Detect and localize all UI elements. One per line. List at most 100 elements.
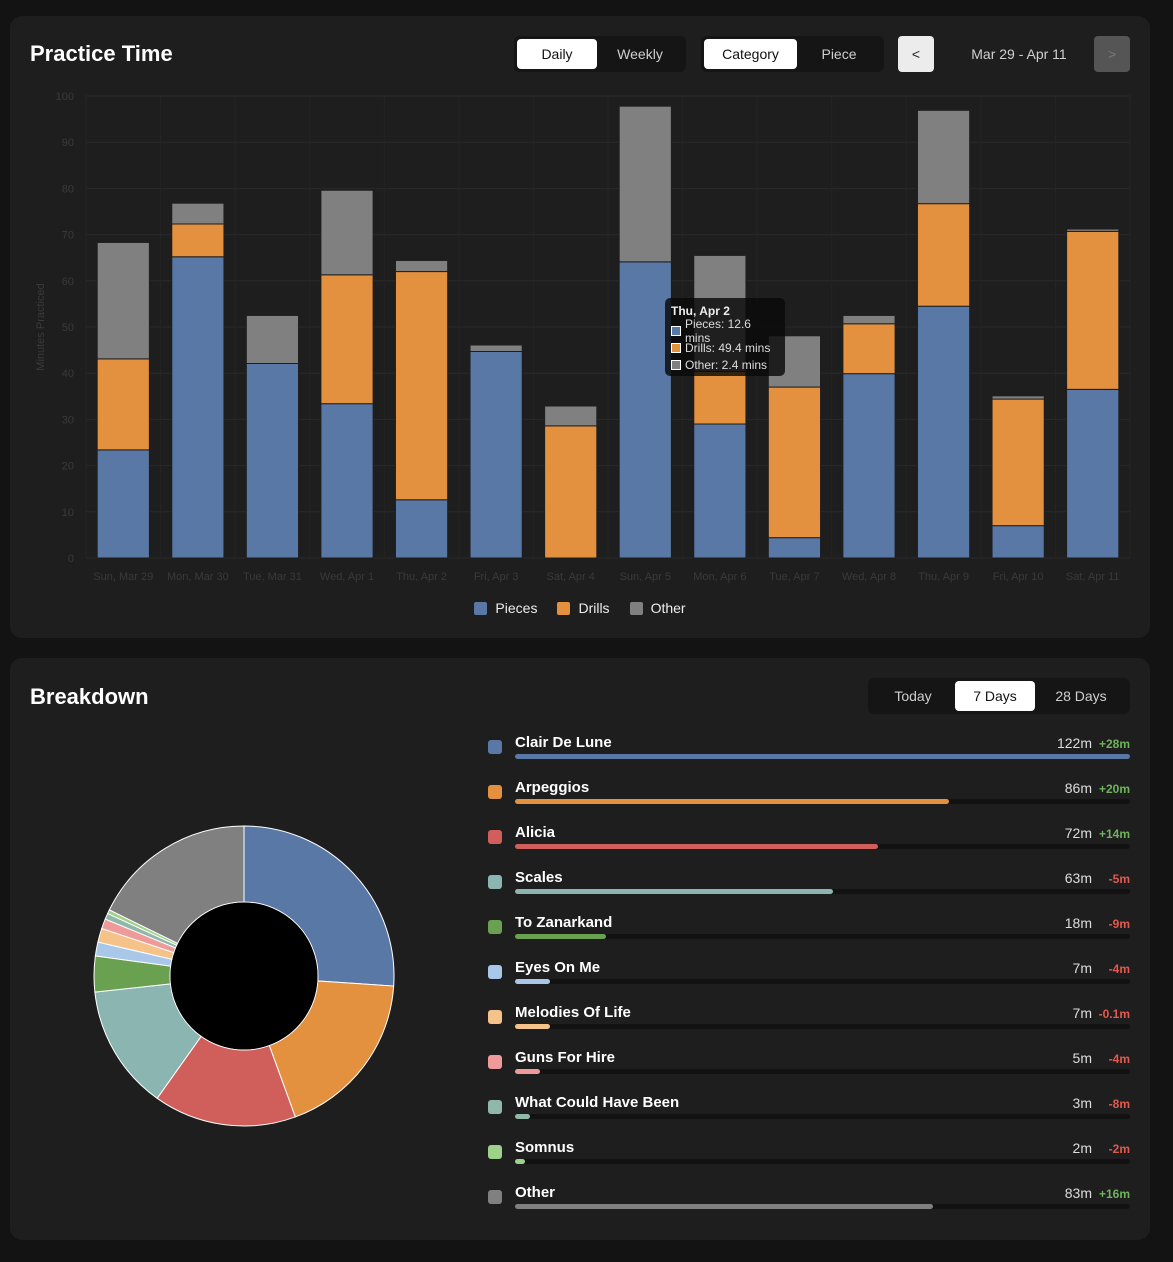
- breakdown-item[interactable]: To Zanarkand 18m -9m: [488, 908, 1130, 953]
- x-tick-label: Wed, Apr 1: [320, 571, 374, 583]
- bar-segment-pieces: [693, 423, 747, 559]
- donut-slice[interactable]: [156, 1035, 296, 1127]
- tab-28-days[interactable]: 28 Days: [1055, 688, 1107, 704]
- breakdown-item-name: To Zanarkand: [515, 914, 613, 931]
- x-tick-label: Thu, Apr 9: [918, 571, 969, 583]
- date-range-label: Mar 29 - Apr 11: [971, 46, 1067, 62]
- breakdown-item[interactable]: Alicia 72m +14m: [488, 818, 1130, 863]
- donut-hole: [170, 902, 318, 1050]
- tab-today[interactable]: Today: [894, 688, 932, 704]
- x-tick-label: Tue, Mar 31: [243, 571, 302, 583]
- donut-slice[interactable]: [108, 825, 245, 945]
- breakdown-donut-chart: [93, 825, 395, 1127]
- breakdown-item-name: Scales: [515, 869, 563, 886]
- breakdown-item-change: -4m: [1108, 1052, 1130, 1066]
- bar-segment-other: [618, 105, 672, 263]
- bar-segment-pieces: [842, 373, 896, 559]
- donut-slice[interactable]: [243, 825, 395, 987]
- x-tick-label: Tue, Apr 7: [769, 571, 819, 583]
- bar-segment-other: [171, 202, 225, 225]
- y-tick-label: 60: [62, 276, 74, 288]
- prev-range-button[interactable]: <: [898, 36, 934, 72]
- breakdown-item-minutes: 2m: [1072, 1140, 1092, 1156]
- breakdown-swatch: [488, 1190, 502, 1204]
- breakdown-item[interactable]: Arpeggios 86m +20m: [488, 773, 1130, 818]
- breakdown-item[interactable]: Eyes On Me 7m -4m: [488, 953, 1130, 998]
- legend-item-pieces[interactable]: Pieces: [474, 600, 537, 616]
- y-tick-label: 70: [62, 230, 74, 242]
- y-tick-label: 100: [56, 91, 74, 103]
- bar-segment-pieces: [916, 305, 971, 559]
- bar-segment-pieces: [767, 537, 822, 559]
- breakdown-item-minutes: 7m: [1072, 1005, 1092, 1021]
- practice-time-title: Practice Time: [30, 41, 173, 66]
- breakdown-item[interactable]: Clair De Lune 122m +28m: [488, 728, 1130, 773]
- breakdown-progress-track: [515, 1024, 1130, 1029]
- chart-tooltip: Thu, Apr 2 Pieces: 12.6 mins Drills: 49.…: [665, 298, 785, 376]
- breakdown-progress-track: [515, 1204, 1130, 1209]
- breakdown-swatch: [488, 1055, 502, 1069]
- breakdown-swatch: [488, 830, 502, 844]
- legend-item-other[interactable]: Other: [629, 600, 686, 616]
- bar-segment-drills: [916, 203, 971, 307]
- breakdown-card: Breakdown Today 7 Days 28 Days Clair De …: [10, 658, 1150, 1240]
- tooltip-row-other: Other: 2.4 mins: [671, 356, 779, 373]
- breakdown-swatch: [488, 965, 502, 979]
- tooltip-text: Pieces: 12.6 mins: [684, 316, 751, 345]
- breakdown-item-change: -2m: [1108, 1142, 1130, 1156]
- breakdown-item[interactable]: Scales 63m -5m: [488, 863, 1130, 908]
- breakdown-item[interactable]: Melodies Of Life 7m -0.1m: [488, 998, 1130, 1043]
- x-tick-label: Fri, Apr 10: [993, 571, 1044, 583]
- breakdown-item-name: What Could Have Been: [515, 1094, 680, 1111]
- breakdown-progress-track: [515, 799, 1130, 804]
- tooltip-swatch: [671, 359, 681, 370]
- tab-category[interactable]: Category: [704, 39, 797, 69]
- breakdown-item-minutes: 18m: [1064, 915, 1092, 931]
- donut-slice[interactable]: [268, 980, 395, 1118]
- bar-segment-pieces: [394, 499, 449, 559]
- breakdown-item[interactable]: What Could Have Been 3m -8m: [488, 1088, 1130, 1133]
- x-tick-label: Fri, Apr 3: [474, 571, 519, 583]
- breakdown-item-name: Somnus: [515, 1139, 575, 1156]
- breakdown-progress-track: [515, 1114, 1130, 1119]
- breakdown-progress-fill: [515, 1159, 526, 1164]
- legend-swatch: [557, 601, 571, 615]
- breakdown-item[interactable]: Somnus 2m -2m: [488, 1133, 1130, 1178]
- tab-7-days[interactable]: 7 Days: [955, 681, 1035, 711]
- breakdown-progress-fill: [515, 844, 878, 849]
- breakdown-item-name: Melodies Of Life: [515, 1004, 631, 1021]
- next-range-button[interactable]: >: [1094, 36, 1130, 72]
- bar-segment-drills: [767, 386, 822, 539]
- bar-segment-drills: [171, 223, 225, 258]
- breakdown-swatch: [488, 785, 502, 799]
- x-tick-label: Wed, Apr 8: [842, 571, 896, 583]
- bar-segment-drills: [96, 358, 150, 451]
- practice-time-card: Practice Time Daily Weekly Category Piec…: [10, 16, 1150, 638]
- tab-daily[interactable]: Daily: [517, 39, 597, 69]
- breakdown-item-minutes: 7m: [1072, 960, 1092, 976]
- tab-weekly[interactable]: Weekly: [617, 46, 663, 62]
- y-tick-label: 50: [62, 322, 74, 334]
- y-tick-label: 10: [62, 507, 74, 519]
- breakdown-progress-track: [515, 1159, 1130, 1164]
- bar-segment-pieces: [469, 350, 523, 559]
- bar-segment-drills: [320, 274, 374, 405]
- breakdown-progress-fill: [515, 1114, 531, 1119]
- tab-piece[interactable]: Piece: [821, 46, 857, 62]
- tooltip-swatch: [671, 342, 681, 353]
- x-tick-label: Sun, Apr 5: [620, 571, 671, 583]
- legend-item-drills[interactable]: Drills: [557, 600, 610, 616]
- breakdown-item[interactable]: Other 83m +16m: [488, 1178, 1130, 1223]
- bar-segment-other: [842, 314, 896, 325]
- bar-segment-drills: [544, 425, 598, 559]
- legend-label: Drills: [578, 600, 610, 616]
- breakdown-swatch: [488, 740, 502, 754]
- breakdown-item-change: -9m: [1108, 917, 1130, 931]
- bar-segment-drills: [991, 398, 1045, 527]
- breakdown-item[interactable]: Guns For Hire 5m -4m: [488, 1043, 1130, 1088]
- bar-segment-pieces: [1066, 388, 1120, 559]
- bar-segment-drills: [842, 323, 896, 375]
- chart-legend: Pieces Drills Other: [10, 600, 1150, 616]
- bar-segment-other: [544, 405, 598, 427]
- breakdown-item-minutes: 63m: [1064, 870, 1092, 886]
